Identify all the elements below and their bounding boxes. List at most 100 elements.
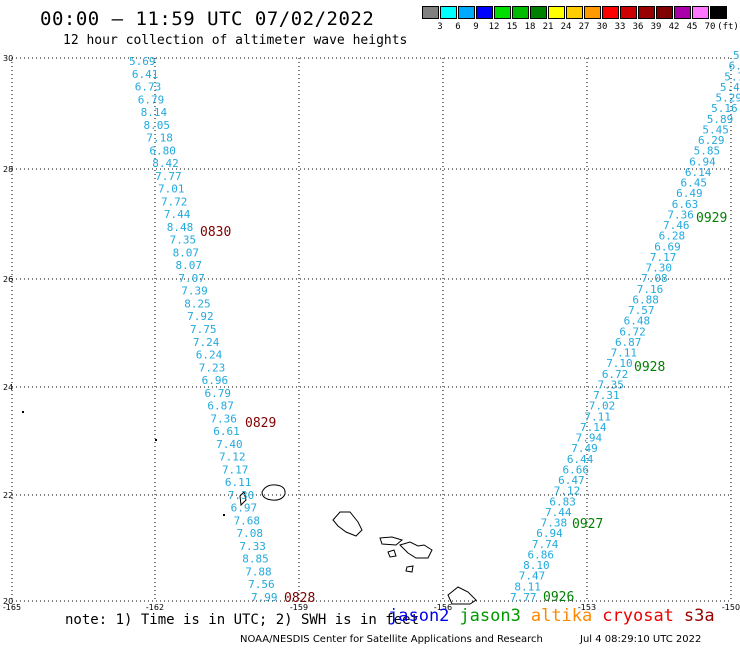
swh-value: 7.01 xyxy=(158,183,185,196)
swh-value: 7.23 xyxy=(199,361,226,374)
legend-swatch xyxy=(548,6,565,19)
swh-value: 6.72 xyxy=(619,325,646,338)
axis-labels: 30 28 26 24 22 20-165 -162 -159 -156 -153 -150 xyxy=(3,54,740,612)
swh-value: 5.85 xyxy=(694,145,721,158)
legend-swatch xyxy=(494,6,511,19)
swh-value: 8.42 xyxy=(152,157,179,170)
swh-value: 6.44 xyxy=(567,453,594,466)
hawaiian-islands xyxy=(22,411,477,605)
legend-tick: 70 xyxy=(704,22,716,32)
swh-value: 7.36 xyxy=(210,412,237,425)
island-niihau xyxy=(239,491,247,507)
legend-tick: 12 xyxy=(488,22,500,32)
island-dot-3 xyxy=(223,514,225,516)
swh-value: 8.11 xyxy=(514,580,541,593)
island-oahu xyxy=(332,511,363,537)
swh-value: 7.72 xyxy=(161,195,188,208)
swh-value: 6.87 xyxy=(615,336,642,349)
legend-swatch xyxy=(422,6,439,19)
legend-swatch xyxy=(638,6,655,19)
legend-swatch xyxy=(530,6,547,19)
satellite-name: jason2 xyxy=(388,606,450,626)
legend-swatch xyxy=(656,6,673,19)
swh-value: 7.77 xyxy=(155,170,182,183)
lon-tick-label: -159 xyxy=(290,603,308,612)
swh-value: 6.11 xyxy=(225,476,252,489)
legend-swatch xyxy=(584,6,601,19)
island-dot-2 xyxy=(155,439,157,441)
swh-value: 7.24 xyxy=(193,336,220,349)
pass-time-label: 0927 xyxy=(572,517,603,532)
swh-value: 8.07 xyxy=(173,246,200,259)
swh-value: 7.35 xyxy=(170,234,197,247)
legend-tick: 33 xyxy=(614,22,626,32)
legend-tick: 36 xyxy=(632,22,644,32)
swh-value: 7.49 xyxy=(571,442,598,455)
swh-value: 6.73 xyxy=(135,81,162,94)
swh-value: 7.33 xyxy=(239,540,266,553)
pass-time-label: 0828 xyxy=(284,591,315,606)
swh-value: 5.29 xyxy=(716,92,740,105)
legend-swatch xyxy=(692,6,709,19)
legend-swatch xyxy=(458,6,475,19)
pass-time-label: 0926 xyxy=(543,590,574,605)
swh-value: 6.86 xyxy=(527,548,554,561)
swh-value: 7.74 xyxy=(532,538,559,551)
legend-tick: 18 xyxy=(524,22,536,32)
swh-value: 6. xyxy=(729,60,740,73)
island-hawaii xyxy=(447,586,477,605)
legend-swatch xyxy=(566,6,583,19)
lat-tick-label: 20 xyxy=(3,597,13,606)
swh-value: 5.45 xyxy=(702,123,729,136)
swh-value: 6.61 xyxy=(213,425,240,438)
map-grid xyxy=(11,57,732,602)
swh-value: 7.30 xyxy=(228,489,255,502)
swh-value: 7.30 xyxy=(646,262,673,275)
legend-tick: 30 xyxy=(596,22,608,32)
swh-value: 5. xyxy=(733,49,740,62)
island-maui xyxy=(399,541,433,559)
swh-value: 6.24 xyxy=(196,349,223,362)
swh-value: 6.96 xyxy=(202,374,229,387)
swh-value: 7.92 xyxy=(187,310,214,323)
swh-value: 7.31 xyxy=(593,389,620,402)
swh-value: 7.07 xyxy=(178,272,205,285)
swh-value: 5.16 xyxy=(711,102,738,115)
swh-value: 8.85 xyxy=(242,553,268,566)
swh-value: 7.18 xyxy=(146,132,173,145)
swh-value: 7.40 xyxy=(216,438,243,451)
swh-value: 6.87 xyxy=(207,400,234,413)
swh-value: 6.48 xyxy=(624,315,651,328)
swh-value: 6.47 xyxy=(558,474,585,487)
legend-tick: 39 xyxy=(650,22,662,32)
swh-value: 7.17 xyxy=(650,251,677,264)
satellite-name: cryosat xyxy=(602,606,674,626)
lon-tick-label: -156 xyxy=(434,603,452,612)
swh-value: 6.41 xyxy=(132,68,159,81)
page-title: 00:00 – 11:59 UTC 07/02/2022 xyxy=(40,8,375,30)
swh-value: 7.68 xyxy=(234,514,260,527)
credit-timestamp: Jul 4 08:29:10 UTC 2022 xyxy=(580,634,702,645)
legend-swatch xyxy=(440,6,457,19)
swh-value: 7.77 xyxy=(510,591,537,604)
swh-value: 8.07 xyxy=(175,259,202,272)
swh-value: 7.08 xyxy=(641,272,668,285)
swh-value: 6.80 xyxy=(149,144,176,157)
swh-value: 7.57 xyxy=(628,304,655,317)
swh-value: 6.94 xyxy=(536,527,563,540)
swh-value: 7.17 xyxy=(222,463,249,476)
island-kahoolawe xyxy=(405,565,414,573)
swh-value: 7.39 xyxy=(181,285,208,298)
lon-tick-label: -165 xyxy=(3,603,21,612)
satellite-name: altika xyxy=(530,606,593,626)
lat-tick-label: 28 xyxy=(3,165,13,174)
legend-tick: 42 xyxy=(668,22,680,32)
swh-value: 6.97 xyxy=(231,502,258,515)
swh-value: 8.14 xyxy=(141,106,168,119)
swh-value: 5.89 xyxy=(707,113,734,126)
legend-tick: 24 xyxy=(560,22,572,32)
swh-value: 6.94 xyxy=(689,155,716,168)
swh-value: 7.44 xyxy=(545,506,572,519)
lon-tick-label: -153 xyxy=(578,603,596,612)
